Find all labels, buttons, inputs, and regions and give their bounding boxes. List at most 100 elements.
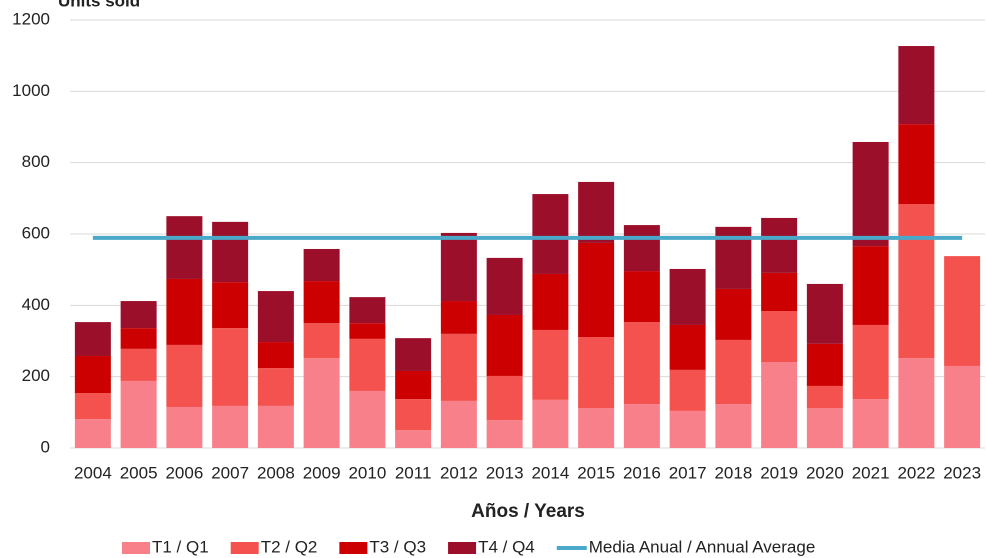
bar-segment xyxy=(806,343,843,386)
bar-segment xyxy=(806,283,843,344)
bar-segment xyxy=(349,390,386,448)
bar-segment xyxy=(486,375,523,421)
bar-segment xyxy=(852,324,889,400)
bar-segment xyxy=(623,225,660,272)
x-tick-label: 2016 xyxy=(623,463,661,482)
bar-segment xyxy=(120,348,157,381)
bar-segment xyxy=(578,242,615,338)
x-tick-label: 2007 xyxy=(211,463,249,482)
legend-swatch xyxy=(448,542,477,554)
bar-segment xyxy=(623,271,660,323)
bar-segment xyxy=(74,419,111,448)
bar-segment xyxy=(761,362,798,448)
bar-segment xyxy=(303,281,340,324)
bar-segment xyxy=(395,430,432,448)
x-tick-label: 2017 xyxy=(669,463,707,482)
bar-segment xyxy=(898,204,935,359)
bar-segment xyxy=(257,291,294,343)
y-tick-label: 600 xyxy=(22,223,50,242)
bar-segment xyxy=(166,344,203,407)
x-tick-label: 2019 xyxy=(760,463,798,482)
bar-segment xyxy=(440,232,477,302)
bar-segment xyxy=(669,369,706,411)
x-tick-label: 2018 xyxy=(714,463,752,482)
bar-segment xyxy=(898,358,935,448)
y-axis-label: Units sold xyxy=(58,0,140,10)
bar-segment xyxy=(212,282,249,329)
bar-segment xyxy=(440,400,477,448)
bar-segment xyxy=(486,314,523,376)
bar-segment xyxy=(669,410,706,448)
x-tick-label: 2005 xyxy=(120,463,158,482)
bar-segment xyxy=(486,420,523,448)
bar-segment xyxy=(532,399,569,448)
bar-segment xyxy=(303,248,340,282)
bar-segment xyxy=(395,399,432,431)
bar-segment xyxy=(852,399,889,448)
y-tick-label: 400 xyxy=(22,295,50,314)
bar-segment xyxy=(303,323,340,359)
bar-segment xyxy=(440,333,477,401)
bar-segment xyxy=(532,329,569,400)
x-tick-label: 2022 xyxy=(897,463,935,482)
legend-swatch xyxy=(339,542,368,554)
bar-segment xyxy=(74,322,111,356)
x-tick-label: 2009 xyxy=(303,463,341,482)
bar-segment xyxy=(166,278,203,345)
x-tick-label: 2010 xyxy=(348,463,386,482)
bar-segment xyxy=(761,217,798,273)
y-tick-label: 0 xyxy=(41,437,50,456)
bar-segment xyxy=(715,404,752,448)
bar-segment xyxy=(166,216,203,279)
bar-segment xyxy=(120,301,157,329)
bar-segment xyxy=(852,246,889,325)
bar-segment xyxy=(257,405,294,448)
bar-segment xyxy=(944,256,981,366)
bar-segment xyxy=(212,328,249,406)
x-tick-label: 2021 xyxy=(852,463,890,482)
x-tick-label: 2014 xyxy=(531,463,569,482)
y-tick-label: 200 xyxy=(22,366,50,385)
x-tick-label: 2012 xyxy=(440,463,478,482)
legend-label: Media Anual / Annual Average xyxy=(589,537,816,556)
bar-segment xyxy=(623,404,660,448)
bar-segment xyxy=(349,338,386,391)
legend-label: T4 / Q4 xyxy=(478,537,535,556)
x-tick-label: 2013 xyxy=(486,463,524,482)
bar-segment xyxy=(669,324,706,370)
x-tick-label: 2020 xyxy=(806,463,844,482)
bar-segment xyxy=(212,221,249,283)
y-tick-label: 1000 xyxy=(12,81,50,100)
bar-segment xyxy=(898,46,935,125)
bar-segment xyxy=(898,124,935,205)
legend-swatch xyxy=(230,542,259,554)
bar-segment xyxy=(806,385,843,409)
x-axis-label: Años / Years xyxy=(471,501,585,522)
legend-swatch xyxy=(122,542,150,554)
x-tick-label: 2023 xyxy=(943,463,981,482)
bar-segment xyxy=(578,408,615,448)
bar-segment xyxy=(669,268,706,325)
bar-segment xyxy=(578,181,615,243)
x-tick-label: 2011 xyxy=(395,463,432,482)
bar-segment xyxy=(257,342,294,369)
y-tick-label: 800 xyxy=(22,152,50,171)
legend-label: T2 / Q2 xyxy=(261,537,318,556)
bar-segment xyxy=(257,368,294,406)
x-tick-label: 2004 xyxy=(74,463,112,482)
bar-segment xyxy=(120,328,157,349)
bar-segment xyxy=(761,272,798,312)
bar-segment xyxy=(212,405,249,448)
bar-segment xyxy=(578,337,615,409)
bar-segment xyxy=(944,365,981,448)
bar-segment xyxy=(623,322,660,405)
bar-segment xyxy=(303,358,340,448)
bar-segment xyxy=(715,339,752,405)
bar-segment xyxy=(166,406,203,448)
bar-segment xyxy=(74,355,111,394)
bar-segment xyxy=(761,311,798,363)
bar-segment xyxy=(120,380,157,448)
bar-segment xyxy=(440,301,477,334)
x-tick-label: 2008 xyxy=(257,463,295,482)
